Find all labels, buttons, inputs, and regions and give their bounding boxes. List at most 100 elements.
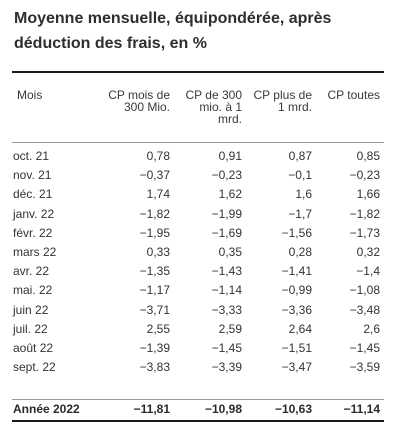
total-c3: −10,63	[274, 402, 312, 416]
cell-c2: 2,59	[218, 321, 242, 336]
cell-c4: −1,4	[356, 264, 380, 279]
cell-mois: janv. 22	[13, 206, 55, 221]
cell-c2: −1,69	[211, 225, 242, 240]
table-footer: Année 2022 −11,81 −10,98 −10,63 −11,14	[12, 400, 384, 419]
cell-c3: 0,87	[288, 149, 312, 163]
cell-c1: −1,39	[139, 340, 170, 355]
table-row: nov. 21 −0,37 −0,23 −0,1 −0,23	[12, 166, 384, 185]
cell-c1: −3,71	[139, 302, 170, 317]
header-cp-300-to-1bn: CP de 300 mio. à 1 mrd.	[162, 88, 243, 126]
cell-c3: −0,1	[288, 168, 312, 183]
total-c1: −11,81	[133, 402, 170, 416]
cell-c4: −1,82	[349, 206, 380, 221]
cell-c2: 0,35	[218, 244, 242, 259]
cell-c2: −0,23	[211, 168, 242, 183]
table-row: août 22 −1,39 −1,45 −1,51 −1,45	[12, 339, 384, 358]
table-row: sept. 22 −3,83 −3,39 −3,47 −3,59	[12, 358, 384, 377]
cell-c2: 1,62	[218, 187, 242, 202]
cell-c1: −1,82	[139, 206, 170, 221]
cell-c3: −3,36	[281, 302, 312, 317]
cell-mois: juin 22	[13, 302, 49, 317]
cell-mois: févr. 22	[13, 225, 53, 240]
header-cp-over-1bn-line2: 1 mrd.	[277, 100, 312, 114]
cell-c4: −1,73	[349, 225, 380, 240]
cell-c2: −3,39	[211, 360, 242, 375]
cell-c1: 1,74	[146, 187, 170, 202]
cell-c4: 0,85	[356, 149, 380, 163]
table-row: avr. 22 −1,35 −1,43 −1,41 −1,4	[12, 262, 384, 281]
header-cp-under-300-line1: CP mois de	[108, 88, 170, 102]
header-cp-300-to-1bn-line1: CP de 300	[185, 88, 243, 102]
cell-c4: −3,48	[349, 302, 380, 317]
header-cp-under-300-line2: 300 Mio.	[123, 100, 170, 114]
table-header: Mois CP mois de 300 Mio. CP de 300 mio. …	[12, 89, 384, 137]
cell-c2: −1,14	[211, 283, 242, 298]
table-row: mars 22 0,33 0,35 0,28 0,32	[12, 243, 384, 262]
total-row: Année 2022 −11,81 −10,98 −10,63 −11,14	[12, 400, 384, 419]
total-rule	[12, 399, 384, 400]
cell-c2: −3,33	[211, 302, 242, 317]
header-cp-300-to-1bn-line2: mio. à 1	[199, 100, 242, 114]
header-mois: Mois	[17, 89, 42, 101]
cell-c4: −3,59	[349, 360, 380, 375]
cell-c1: −3,83	[139, 360, 170, 375]
cell-c1: 0,33	[146, 244, 170, 259]
header-mois-label: Mois	[17, 88, 43, 102]
bottom-rule	[12, 420, 384, 422]
cell-c2: 0,91	[218, 149, 242, 163]
cell-c2: −1,43	[211, 264, 242, 279]
cell-mois: sept. 22	[13, 360, 56, 375]
cell-c3: −1,56	[281, 225, 312, 240]
cell-c3: −1,7	[288, 206, 312, 221]
table-row: juin 22 −3,71 −3,33 −3,36 −3,48	[12, 301, 384, 320]
table-row: déc. 21 1,74 1,62 1,6 1,66	[12, 185, 384, 204]
table-row: juil. 22 2,55 2,59 2,64 2,6	[12, 320, 384, 339]
header-cp-over-1bn-line1: CP plus de	[253, 88, 312, 102]
table-row: oct. 21 0,78 0,91 0,87 0,85	[12, 147, 384, 166]
cell-mois: nov. 21	[13, 168, 52, 183]
cell-c3: −1,41	[281, 264, 312, 279]
cell-c1: −1,95	[139, 225, 170, 240]
cell-c1: 2,55	[146, 321, 170, 336]
header-rule	[12, 142, 384, 143]
cell-c3: 2,64	[288, 321, 312, 336]
cell-c3: 1,6	[295, 187, 312, 202]
cell-c1: −1,35	[139, 264, 170, 279]
cell-c4: 2,6	[363, 321, 380, 336]
total-c2: −10,98	[204, 402, 242, 416]
header-cp-under-300: CP mois de 300 Mio.	[82, 89, 170, 113]
table-body: oct. 21 0,78 0,91 0,87 0,85 nov. 21 −0,3…	[12, 147, 384, 377]
header-cp-over-1bn: CP plus de 1 mrd.	[238, 89, 312, 113]
cell-mois: déc. 21	[13, 187, 53, 202]
cell-mois: juil. 22	[13, 321, 48, 336]
cell-c1: −1,17	[139, 283, 170, 298]
cell-c3: −3,47	[281, 360, 312, 375]
cell-c4: −1,08	[349, 283, 380, 298]
cell-c3: −1,51	[281, 340, 312, 355]
cell-c4: −1,45	[349, 340, 380, 355]
cell-c2: −1,99	[211, 206, 242, 221]
cell-c4: 0,32	[356, 244, 380, 259]
table-row: mai. 22 −1,17 −1,14 −0,99 −1,08	[12, 281, 384, 300]
cell-c1: −0,37	[139, 168, 170, 183]
header-cp-300-to-1bn-line3: mrd.	[218, 112, 242, 126]
cell-mois: oct. 21	[13, 149, 50, 163]
cell-mois: avr. 22	[13, 264, 50, 279]
cell-c2: −1,45	[211, 340, 242, 355]
table-title: Moyenne mensuelle, équipondérée, après d…	[14, 10, 332, 52]
total-label: Année 2022	[13, 402, 80, 416]
cell-c3: 0,28	[288, 244, 312, 259]
header-cp-all: CP toutes	[312, 89, 380, 101]
cell-mois: mars 22	[13, 244, 57, 259]
cell-mois: mai. 22	[13, 283, 53, 298]
total-c4: −11,14	[343, 402, 380, 416]
top-rule	[12, 71, 384, 73]
cell-c4: 1,66	[356, 187, 380, 202]
header-cp-all-line1: CP toutes	[327, 88, 380, 102]
cell-c4: −0,23	[349, 168, 380, 183]
table-row: févr. 22 −1,95 −1,69 −1,56 −1,73	[12, 224, 384, 243]
cell-mois: août 22	[13, 340, 54, 355]
cell-c1: 0,78	[146, 149, 170, 163]
table-row: janv. 22 −1,82 −1,99 −1,7 −1,82	[12, 205, 384, 224]
cell-c3: −0,99	[281, 283, 312, 298]
